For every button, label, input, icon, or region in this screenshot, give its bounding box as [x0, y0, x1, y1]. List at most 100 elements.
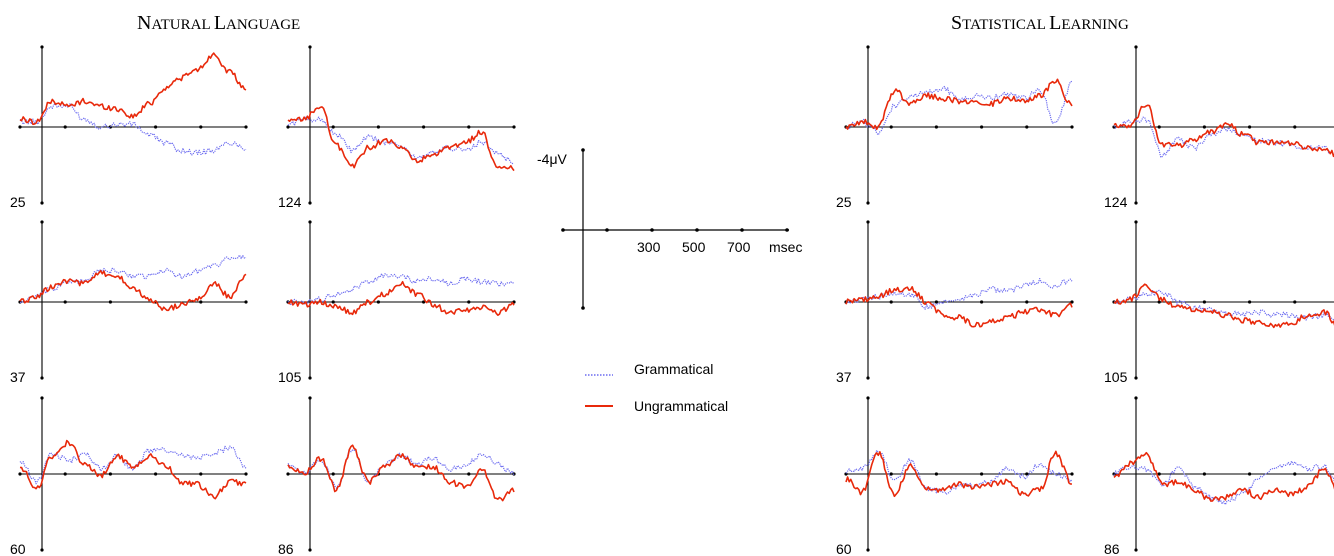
tick-dot — [980, 125, 984, 129]
tick-dot — [18, 472, 22, 476]
legend: Grammatical Ungrammatical — [585, 361, 728, 414]
tick-dot — [331, 300, 335, 304]
axis-dot — [40, 45, 44, 49]
channel-label: 25 — [10, 194, 26, 210]
panel-title-statistical-learning: STATISTICAL LEARNING — [951, 12, 1129, 34]
tick-dot — [376, 300, 380, 304]
series-line-ungrammatical — [845, 78, 1073, 131]
channel-plots: 25 124 37 105 60 86 25 124 37 105 60 86 — [10, 45, 1334, 556]
tick-dot — [467, 472, 471, 476]
tick-dot — [244, 472, 248, 476]
legend-label-grammatical: Grammatical — [634, 361, 713, 377]
tick-dot — [63, 300, 67, 304]
axis-dot — [40, 201, 44, 205]
series-line-ungrammatical — [19, 439, 247, 500]
tick-dot — [1293, 472, 1297, 476]
axis-dot — [308, 396, 312, 400]
series-line-grammatical — [1113, 116, 1334, 158]
axis-dot — [1134, 45, 1138, 49]
axis-dot — [40, 220, 44, 224]
series-line-grammatical — [19, 445, 247, 485]
series-line-grammatical — [19, 254, 247, 304]
tick-dot — [889, 125, 893, 129]
channel-label: 37 — [10, 369, 26, 385]
axis-dot — [308, 376, 312, 380]
tick-dot — [63, 472, 67, 476]
channel-label: 37 — [836, 369, 852, 385]
tick-dot — [199, 472, 203, 476]
axis-dot — [308, 45, 312, 49]
series-line-grammatical — [845, 278, 1073, 310]
tick-dot — [1202, 125, 1206, 129]
series-line-grammatical — [287, 273, 515, 306]
series-line-grammatical — [845, 449, 1073, 495]
tick-dot — [244, 300, 248, 304]
scale-amplitude-label: -4μV — [537, 151, 568, 167]
series-line-grammatical — [19, 103, 247, 156]
channel-label: 60 — [836, 541, 852, 556]
axis-dot — [1134, 396, 1138, 400]
axis-dot — [866, 45, 870, 49]
scale-dot — [740, 228, 744, 232]
tick-dot — [980, 300, 984, 304]
tick-dot — [199, 125, 203, 129]
tick-dot — [1157, 125, 1161, 129]
tick-dot — [1025, 472, 1029, 476]
tick-dot — [154, 125, 158, 129]
scale-dot — [695, 228, 699, 232]
scale-dot — [605, 228, 609, 232]
tick-dot — [1157, 472, 1161, 476]
series-line-ungrammatical — [287, 280, 515, 317]
tick-dot — [18, 125, 22, 129]
tick-dot — [244, 125, 248, 129]
scale-tick-500: 500 — [682, 239, 706, 255]
tick-dot — [934, 300, 939, 304]
axis-dot — [40, 548, 44, 552]
series-line-grammatical — [1113, 289, 1334, 322]
tick-dot — [286, 472, 290, 476]
tick-dot — [467, 125, 471, 129]
tick-dot — [1248, 125, 1252, 129]
series-line-grammatical — [1113, 460, 1334, 506]
series-line-ungrammatical — [287, 444, 515, 502]
tick-dot — [467, 300, 471, 304]
panel-title-natural-language: NATURAL LANGUAGE — [137, 12, 300, 34]
tick-dot — [934, 125, 939, 129]
axis-dot — [866, 396, 870, 400]
tick-dot — [1157, 300, 1161, 304]
tick-dot — [980, 472, 984, 476]
channel-label: 60 — [10, 541, 26, 556]
tick-dot — [1293, 300, 1297, 304]
axis-dot — [40, 396, 44, 400]
tick-dot — [889, 472, 893, 476]
tick-dot — [331, 125, 335, 129]
channel-label: 86 — [1104, 541, 1120, 556]
axis-dot — [866, 548, 870, 552]
axis-dot — [1134, 376, 1138, 380]
channel-label: 105 — [1104, 369, 1128, 385]
tick-dot — [1070, 300, 1074, 304]
scale-dot — [581, 306, 585, 310]
tick-dot — [889, 300, 893, 304]
tick-dot — [1248, 472, 1252, 476]
tick-dot — [286, 125, 290, 129]
axis-dot — [308, 548, 312, 552]
series-line-ungrammatical — [845, 450, 1072, 498]
tick-dot — [331, 472, 335, 476]
tick-dot — [108, 472, 112, 476]
tick-dot — [1202, 300, 1206, 304]
scale-dot — [581, 148, 585, 152]
scale-tick-700: 700 — [727, 239, 751, 255]
axis-dot — [40, 376, 44, 380]
series-line-ungrammatical — [1113, 283, 1334, 329]
tick-dot — [422, 472, 426, 476]
tick-dot — [1070, 125, 1074, 129]
tick-dot — [934, 472, 939, 476]
tick-dot — [512, 125, 516, 129]
scale-bar: -4μV 300 500 700 msec — [537, 148, 802, 310]
channel-label: 124 — [278, 194, 302, 210]
tick-dot — [1248, 300, 1252, 304]
tick-dot — [1025, 125, 1029, 129]
legend-label-ungrammatical: Ungrammatical — [634, 398, 728, 414]
